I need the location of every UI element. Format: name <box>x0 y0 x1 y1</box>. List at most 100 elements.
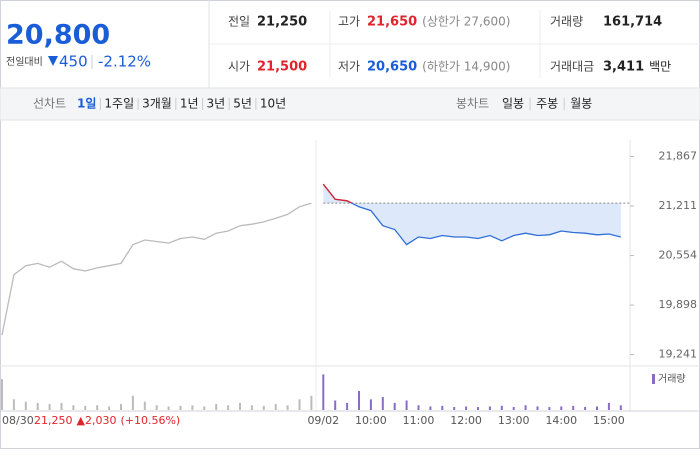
volume-bar <box>393 402 396 410</box>
info-label: 거래대금 <box>550 60 594 74</box>
y-tick-label: 19,898 <box>659 298 698 311</box>
volume-bar <box>120 404 122 410</box>
y-tick-label: 21,211 <box>659 199 698 212</box>
volume-bar <box>477 407 479 410</box>
footnote: ▲2,030 <box>77 414 117 427</box>
tab[interactable]: 3개월 <box>142 97 172 111</box>
volume-bar <box>167 406 170 410</box>
volume-bar <box>322 374 325 410</box>
volume-bar <box>417 405 420 410</box>
info-value: 20,650 <box>367 60 417 75</box>
area-fill <box>323 184 621 245</box>
x-tick-label: 15:00 <box>593 414 625 427</box>
volume-bar <box>143 401 146 410</box>
info-value: 161,714 <box>603 15 662 30</box>
info-value: 21,250 <box>257 15 307 30</box>
info-note: (하한가 14,900) <box>422 60 510 74</box>
price-line <box>322 183 621 246</box>
tab-group-label: 선차트 <box>33 97 66 111</box>
volume-bar <box>334 400 337 410</box>
tabs: 선차트 1일 1주일 3개월 1년 3년 5년 10년 봉차트 일봉 주봉 월봉 <box>33 97 592 111</box>
volume-bar <box>596 406 598 410</box>
volume-bar <box>298 399 301 410</box>
volume-bar <box>191 405 194 410</box>
volume-bar <box>346 402 349 410</box>
volume-bar <box>524 405 527 410</box>
volume-bar <box>512 407 515 410</box>
volume-bar <box>310 395 313 410</box>
volume-bar <box>250 405 253 410</box>
tab[interactable]: 5년 <box>233 97 252 111</box>
tab[interactable]: 1년 <box>180 97 199 111</box>
volume-bar <box>60 402 63 410</box>
tab[interactable]: 일봉 <box>502 97 524 111</box>
volume-bar <box>215 404 218 410</box>
volume-bar <box>227 405 230 410</box>
volume-bar <box>239 402 241 410</box>
volume-bar <box>96 405 99 410</box>
tab[interactable]: 1일 <box>77 97 96 111</box>
volume-bar <box>607 402 610 410</box>
x-tick-label: 14:00 <box>545 414 577 427</box>
volume-bar <box>488 406 491 410</box>
volume-bar <box>405 400 408 410</box>
tab[interactable]: 1주일 <box>104 97 134 111</box>
down-icon <box>48 56 58 66</box>
volume-bar <box>12 399 15 410</box>
info-label: 시가 <box>228 60 250 74</box>
volume-bar <box>619 405 622 410</box>
info-unit: 백만 <box>649 60 671 74</box>
volume-bar <box>48 404 51 410</box>
volume-bar <box>262 405 265 410</box>
volume-bar <box>381 396 384 410</box>
volume-bar <box>108 406 111 410</box>
info-value: 21,650 <box>367 15 417 30</box>
volume-bar <box>1 379 3 410</box>
volume-bar <box>286 405 289 410</box>
volume-bar <box>24 401 27 410</box>
volume-bar <box>453 407 456 410</box>
volume-bar <box>358 391 360 410</box>
volume-bar <box>36 402 39 410</box>
tab[interactable]: 월봉 <box>570 97 592 111</box>
change-rate: -2.12% <box>98 53 151 71</box>
tab-group-label: 봉차트 <box>456 97 489 111</box>
y-tick-label: 20,554 <box>659 249 698 262</box>
tab[interactable]: 3년 <box>207 97 226 111</box>
volume-bar <box>72 405 75 410</box>
x-tick-label: 12:00 <box>450 414 482 427</box>
volume-bar <box>274 404 277 410</box>
volume-bar <box>548 407 551 410</box>
y-tick-label: 21,867 <box>659 150 698 163</box>
volume-bar <box>441 405 444 410</box>
volume-bar <box>572 405 575 410</box>
change-label: 전일대비 <box>6 56 43 68</box>
tab[interactable]: 주봉 <box>536 97 558 111</box>
volume-bar <box>560 406 563 410</box>
volume-bar <box>429 406 432 410</box>
info-label: 고가 <box>338 15 360 29</box>
tab[interactable]: 10년 <box>260 97 286 111</box>
y-tick-label: 19,241 <box>659 348 698 361</box>
x-tick-label: 13:00 <box>498 414 530 427</box>
footnote: 21,250 <box>34 414 73 427</box>
x-tick-label: 09/02 <box>307 414 339 427</box>
volume-bar <box>500 405 503 410</box>
change: 450 <box>59 53 88 71</box>
price-line <box>1 202 312 336</box>
footnote: (+10.56%) <box>120 414 180 427</box>
tab-bar <box>0 87 700 121</box>
volume-bar <box>84 405 87 410</box>
x-tick-label: 10:00 <box>355 414 387 427</box>
x-tick-label: 08/30 <box>2 414 34 427</box>
info-label: 거래량 <box>550 15 583 29</box>
volume-bar <box>179 405 182 410</box>
legend-swatch <box>652 374 655 384</box>
volume-bar <box>369 399 372 410</box>
info-note: (상한가 27,600) <box>422 15 510 29</box>
volume-bar <box>536 406 539 410</box>
x-tick-label: 11:00 <box>403 414 435 427</box>
info-value: 3,411 <box>603 60 644 75</box>
